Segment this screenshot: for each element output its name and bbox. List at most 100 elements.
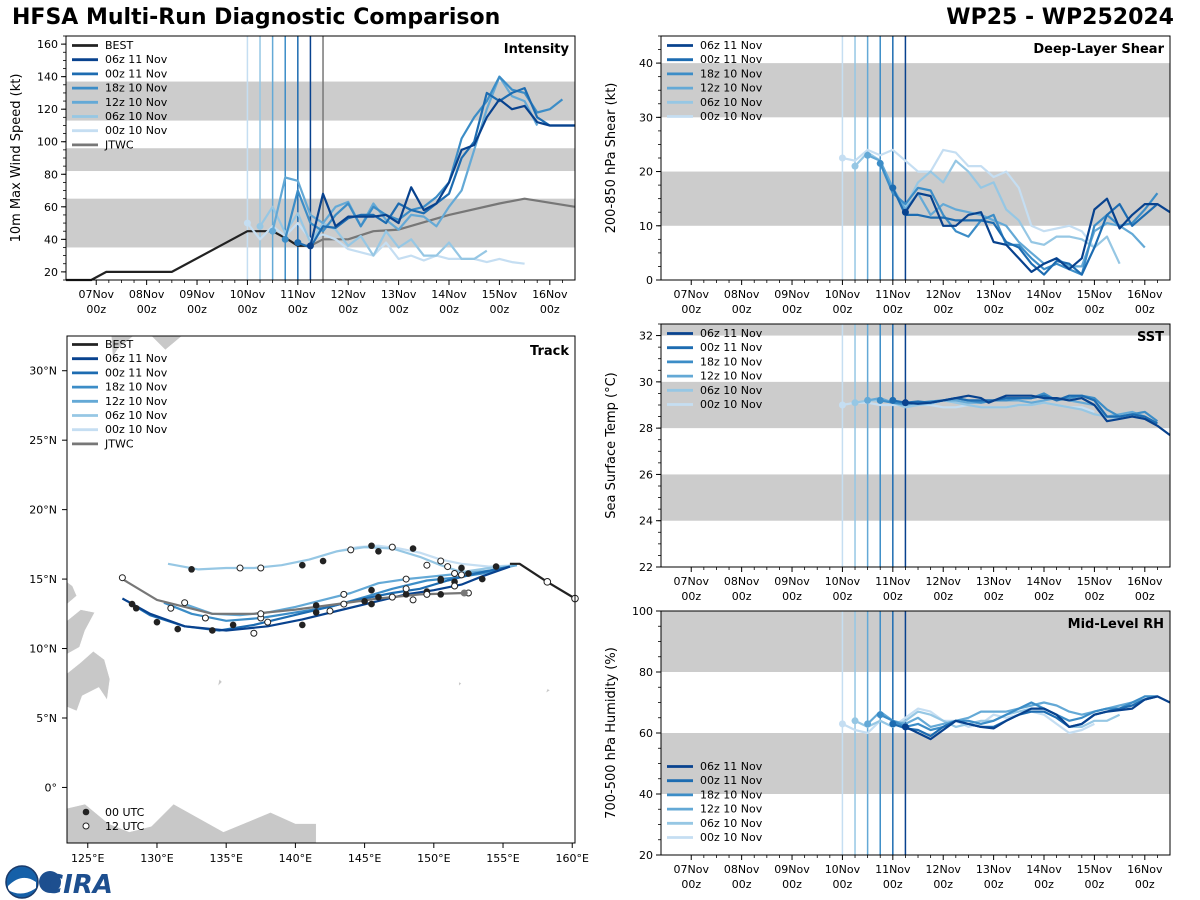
x-tick-label: 15Nov	[1077, 863, 1113, 876]
y-axis-label: Sea Surface Temp (°C)	[604, 372, 619, 519]
legend-label: 06z 10 Nov	[700, 384, 763, 397]
logo: CIRA	[5, 865, 113, 900]
y-tick-label: 10°N	[29, 643, 57, 656]
y-tick-label: 24	[639, 515, 653, 528]
x-tick-label: 15Nov	[1077, 288, 1113, 301]
legend-label: 06z 10 Nov	[105, 110, 168, 123]
x-tick-sublabel: 00z	[1135, 878, 1155, 891]
cira-globe-icon	[39, 871, 61, 893]
y-tick-label: 30°N	[29, 365, 57, 378]
x-tick-label: 12Nov	[925, 863, 961, 876]
legend-label: 12z 10 Nov	[700, 370, 763, 383]
x-tick-label: 130°E	[140, 852, 173, 865]
x-tick-label: 07Nov	[79, 288, 115, 301]
x-tick-label: 140°E	[279, 852, 312, 865]
x-tick-label: 14Nov	[1026, 288, 1062, 301]
track-point-12utc	[409, 596, 417, 604]
x-tick-sublabel: 00z	[933, 878, 953, 891]
track-line	[121, 565, 511, 632]
x-tick-sublabel: 00z	[681, 303, 701, 316]
x-tick-sublabel: 00z	[833, 590, 853, 603]
x-tick-sublabel: 00z	[833, 878, 853, 891]
init-point	[256, 222, 264, 230]
page-title: HFSA Multi-Run Diagnostic Comparison	[12, 5, 501, 30]
track-point-00utc	[437, 575, 445, 583]
track-point-00utc	[437, 591, 445, 598]
noaa-logo-icon	[5, 865, 39, 899]
y-tick-label: 0°	[45, 781, 58, 794]
series-line	[891, 187, 1159, 276]
track-point-12utc	[437, 557, 445, 565]
x-tick-label: 125°E	[71, 852, 104, 865]
x-tick-sublabel: 00z	[933, 590, 953, 603]
series-line	[904, 695, 1171, 741]
track-point-00utc	[375, 548, 382, 555]
marker-legend-label: 00 UTC	[105, 806, 145, 819]
x-tick-label: 08Nov	[724, 863, 760, 876]
x-tick-sublabel: 00z	[782, 303, 802, 316]
shaded-band	[66, 148, 575, 172]
x-tick-label: 135°E	[209, 852, 242, 865]
plot-frame	[66, 335, 576, 844]
x-tick-sublabel: 00z	[782, 878, 802, 891]
x-tick-sublabel: 00z	[732, 303, 752, 316]
track-point-00utc	[128, 600, 136, 608]
x-tick-sublabel: 00z	[681, 590, 701, 603]
y-tick-label: 80	[639, 666, 653, 679]
track-point-12utc	[451, 570, 459, 578]
logo-text: CIRA	[44, 870, 113, 900]
x-tick-label: 11Nov	[280, 288, 316, 301]
y-tick-label: 20°N	[29, 504, 57, 517]
legend-label: 12z 10 Nov	[700, 803, 763, 816]
x-tick-label: 150°E	[417, 852, 450, 865]
legend-label: 12z 10 Nov	[105, 395, 168, 408]
x-tick-sublabel: 00z	[833, 303, 853, 316]
y-tick-label: 60	[44, 201, 58, 214]
x-tick-label: 16Nov	[532, 288, 568, 301]
track-point-00utc	[174, 625, 182, 633]
x-tick-label: 15Nov	[1077, 575, 1113, 588]
x-tick-sublabel: 00z	[984, 878, 1004, 891]
track-point-00utc	[402, 591, 410, 598]
x-tick-label: 09Nov	[179, 288, 215, 301]
land-mass	[66, 581, 78, 605]
track-point-12utc	[201, 614, 209, 622]
track-point-00utc	[458, 564, 465, 572]
x-tick-sublabel: 00z	[782, 590, 802, 603]
marker-legend-open	[82, 822, 90, 830]
track-point-00utc	[361, 598, 368, 605]
x-tick-sublabel: 00z	[1085, 303, 1105, 316]
init-point	[851, 399, 859, 407]
series-line	[297, 86, 575, 249]
legend-label: 00z 10 Nov	[105, 124, 168, 137]
x-tick-sublabel: 00z	[883, 303, 903, 316]
y-tick-label: 60	[639, 727, 653, 740]
marker-legend-filled	[82, 808, 90, 816]
legend-label: 12z 10 Nov	[700, 82, 763, 95]
x-tick-sublabel: 00z	[732, 878, 752, 891]
x-tick-sublabel: 00z	[490, 303, 510, 316]
legend-label: 00z 10 Nov	[105, 423, 168, 436]
y-tick-label: 0	[646, 274, 653, 287]
y-tick-label: 22	[639, 561, 653, 574]
y-tick-label: 20	[639, 849, 653, 862]
x-tick-sublabel: 00z	[288, 303, 308, 316]
series-line	[842, 148, 1096, 249]
track-point-12utc	[250, 629, 258, 637]
legend-label: 06z 10 Nov	[700, 96, 763, 109]
y-tick-label: 80	[44, 168, 58, 181]
track-point-12utc	[118, 574, 126, 582]
y-tick-label: 140	[37, 71, 58, 84]
x-tick-label: 09Nov	[774, 288, 810, 301]
track-point-12utc	[423, 561, 431, 569]
legend-label: 00z 11 Nov	[700, 341, 763, 354]
panel-title: Deep-Layer Shear	[1033, 42, 1164, 57]
legend-label: 00z 11 Nov	[105, 67, 168, 80]
init-point	[851, 162, 859, 170]
x-tick-sublabel: 00z	[540, 303, 560, 316]
land-mass	[66, 650, 111, 712]
track-point-00utc	[478, 575, 486, 583]
x-tick-sublabel: 00z	[1085, 590, 1105, 603]
legend-label: JTWC	[104, 138, 134, 151]
